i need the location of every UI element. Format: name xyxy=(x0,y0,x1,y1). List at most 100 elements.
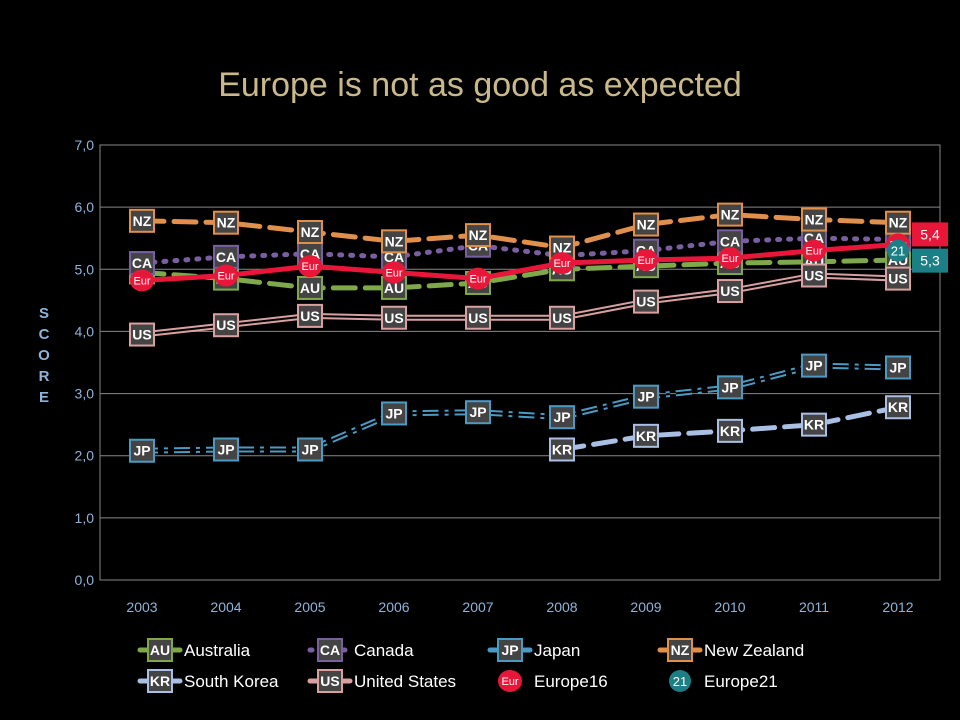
marker-box xyxy=(381,401,407,426)
data-point-ca: CA xyxy=(213,244,239,269)
series-japan: JP JP JP JP JP JP JP JP JP JP xyxy=(129,353,911,463)
marker-box xyxy=(885,266,911,291)
data-point-eur: Eur xyxy=(802,239,826,262)
marker-label: CA xyxy=(216,249,236,265)
marker-label: CA xyxy=(132,255,152,271)
data-point-au: AU xyxy=(147,638,173,662)
europe21-marker-label: 21 xyxy=(891,244,905,259)
marker-label: AU xyxy=(300,280,320,296)
marker-label: NZ xyxy=(805,212,824,228)
data-point-nz: NZ xyxy=(465,223,491,248)
legend-label: United States xyxy=(354,672,456,691)
marker-label: US xyxy=(384,310,403,326)
marker-label: US xyxy=(804,268,823,284)
marker-box xyxy=(633,212,659,237)
marker-label: AU xyxy=(150,642,170,658)
y-axis-label: S xyxy=(39,305,49,322)
marker-label: KR xyxy=(552,442,572,458)
data-point-jp: JP xyxy=(885,355,911,380)
marker-box xyxy=(297,437,323,462)
series-united-states: US US US US US US US US US US xyxy=(129,263,911,347)
y-tick-label: 5,0 xyxy=(75,261,95,277)
data-point-us: US xyxy=(717,279,743,304)
data-point-jp: JP xyxy=(381,401,407,426)
series-new-zealand: NZ NZ NZ NZ NZ NZ NZ NZ NZ NZ xyxy=(129,202,911,260)
marker-label: KR xyxy=(150,673,170,689)
marker-box xyxy=(801,412,827,437)
x-tick-label: 2011 xyxy=(799,599,829,615)
data-point-nz: NZ xyxy=(633,212,659,237)
y-tick-label: 6,0 xyxy=(75,199,95,215)
eur-marker-circle xyxy=(298,255,322,278)
data-point-eur: Eur xyxy=(498,670,522,692)
eur-marker-circle xyxy=(498,670,522,692)
data-point-us: US xyxy=(465,305,491,330)
x-tick-label: 2012 xyxy=(882,599,913,615)
data-point-jp: JP xyxy=(801,353,827,378)
marker-box xyxy=(667,638,693,662)
eur-marker-circle xyxy=(466,267,490,290)
marker-box xyxy=(885,395,911,420)
eur-marker-label: Eur xyxy=(805,246,822,258)
eur-marker-circle xyxy=(550,252,574,275)
eur-marker-label: Eur xyxy=(637,255,654,267)
eur-marker-label: Eur xyxy=(553,258,570,270)
legend-label: Europe21 xyxy=(704,672,778,691)
marker-box xyxy=(801,207,827,232)
marker-label: CA xyxy=(320,642,340,658)
marker-box xyxy=(147,669,173,693)
marker-label: NZ xyxy=(133,213,152,229)
y-axis-label: R xyxy=(39,368,50,385)
data-point-eur: Eur xyxy=(214,264,238,287)
marker-label: JP xyxy=(637,389,654,405)
marker-label: JP xyxy=(805,358,822,374)
series-line xyxy=(139,241,901,283)
eur-marker-label: Eur xyxy=(501,676,518,688)
eur-marker-circle xyxy=(802,239,826,262)
series-line-inner xyxy=(141,274,899,336)
marker-label: US xyxy=(320,673,339,689)
legend-label: Japan xyxy=(534,641,580,660)
callout-box xyxy=(912,222,948,247)
marker-label: KR xyxy=(804,417,824,433)
marker-box xyxy=(717,202,743,227)
y-tick-label: 3,0 xyxy=(75,386,95,402)
legend-label: Europe16 xyxy=(534,672,608,691)
legend-label: New Zealand xyxy=(704,641,804,660)
eur-marker-label: Eur xyxy=(721,253,738,265)
y-tick-label: 7,0 xyxy=(75,137,95,153)
marker-label: US xyxy=(468,310,487,326)
data-point-eur: Eur xyxy=(130,269,154,292)
marker-box xyxy=(317,638,343,662)
marker-box xyxy=(549,305,575,330)
data-point-jp: JP xyxy=(549,405,575,430)
marker-box xyxy=(801,263,827,288)
marker-box xyxy=(801,353,827,378)
marker-label: US xyxy=(636,294,655,310)
marker-label: KR xyxy=(720,423,740,439)
data-point-jp: JP xyxy=(465,400,491,425)
data-point-kr: KR xyxy=(633,423,659,448)
marker-label: KR xyxy=(888,399,908,415)
data-point-21: 21 xyxy=(669,670,691,692)
marker-box xyxy=(129,438,155,463)
marker-label: JP xyxy=(133,443,150,459)
series-line xyxy=(141,362,899,454)
y-axis-label: E xyxy=(39,389,49,406)
x-tick-label: 2007 xyxy=(462,599,493,615)
data-point-us: US xyxy=(633,289,659,314)
y-tick-label: 1,0 xyxy=(75,510,95,526)
eur-marker-circle xyxy=(634,248,658,271)
marker-label: CA xyxy=(720,233,740,249)
data-point-jp: JP xyxy=(213,437,239,462)
callout-value: 5,3 xyxy=(920,253,940,269)
eur-marker-circle xyxy=(718,247,742,270)
marker-box xyxy=(549,437,575,462)
eur-marker-circle xyxy=(130,269,154,292)
marker-box xyxy=(381,305,407,330)
data-point-eur: Eur xyxy=(634,248,658,271)
marker-box xyxy=(465,400,491,425)
data-point-kr: KR xyxy=(885,395,911,420)
europe21-marker-label: 21 xyxy=(673,674,687,689)
data-point-jp: JP xyxy=(297,437,323,462)
